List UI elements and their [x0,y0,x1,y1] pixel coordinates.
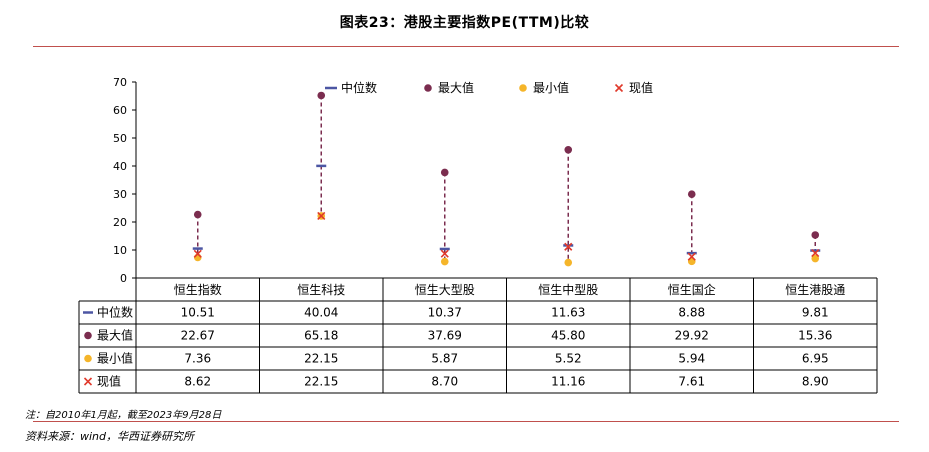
min-point [440,257,449,266]
category-label: 恒生大型股 [415,283,475,297]
y-tick-label: 60 [113,104,127,117]
table-value: 10.37 [428,306,462,320]
legend-label-min: 最小值 [533,80,569,95]
y-tick-label: 70 [113,76,127,89]
current-point [440,249,449,258]
top-rule [33,46,899,47]
min-point [564,258,573,267]
table-series-label: 最大值 [97,328,133,343]
y-tick-label: 30 [113,188,127,201]
legend-marker-min [519,84,527,92]
table-value: 22.67 [181,329,215,343]
current-point [811,249,820,258]
y-tick-label: 40 [113,160,127,173]
table-value: 11.63 [551,306,585,320]
table-series-label: 中位数 [97,305,133,320]
y-tick-label: 10 [113,244,127,257]
category-label: 恒生中型股 [538,282,598,297]
table-value: 11.16 [551,375,585,389]
table-value: 8.62 [184,375,211,389]
table-value: 9.81 [802,306,829,320]
legend-marker-max [424,84,432,92]
y-tick-label: 0 [120,272,127,285]
max-point [564,145,573,154]
y-tick-label: 20 [113,216,127,229]
table-value: 7.36 [184,352,211,366]
max-point [440,168,449,177]
chart: 010203040506070 中位数 最大值 最小值 现值恒生指数 恒生科技 恒生大型股恒… [78,76,878,394]
table-value: 22.15 [304,352,338,366]
category-label: 恒生指数 [174,282,222,297]
min-point [811,254,820,263]
category-label: 恒生国企 [668,282,716,297]
table-value: 22.15 [304,375,338,389]
table-value: 65.18 [304,329,338,343]
table-value: 8.70 [431,375,458,389]
max-point [811,231,820,239]
table-value: 45.80 [551,329,585,343]
table-marker-max [84,331,92,340]
table-value: 7.61 [678,375,705,389]
table-value: 40.04 [304,306,338,320]
current-point [317,211,326,221]
table-value: 15.36 [798,329,832,343]
current-point [193,249,202,258]
middle-rule [33,421,899,422]
table-value: 5.87 [431,352,458,366]
legend-label-max: 最大值 [438,80,474,95]
table-value: 5.52 [555,352,582,366]
table-value: 8.90 [802,375,829,389]
max-point [193,210,202,219]
table-value: 6.95 [802,352,829,366]
chart-title: 图表23：港股主要指数PE(TTM)比较 [339,15,590,31]
table-value: 29.92 [675,329,709,343]
table-marker-current [83,377,93,386]
legend-marker-current [614,83,624,93]
table-marker-min [84,354,92,363]
category-label: 恒生科技 [297,283,345,297]
max-point [687,190,696,199]
table-value: 37.69 [428,329,462,343]
chart-source: 资料来源：wind，华西证券研究所 [25,430,195,443]
table-series-label: 现值 [97,374,121,389]
category-label: 恒生港股通 [785,283,845,297]
max-point [317,91,326,100]
legend-label-median: 中位数 [341,80,377,95]
chart-note: 注：自2010年1月起，截至2023年9月28日 [25,410,222,421]
y-tick-label: 50 [113,132,127,145]
legend-label-current: 现值 [629,80,653,95]
current-point [687,252,696,261]
table-value: 8.88 [678,306,705,320]
table-series-label: 最小值 [97,351,133,366]
table-value: 5.94 [678,352,705,366]
current-point [564,242,573,251]
table-value: 10.51 [181,306,215,320]
